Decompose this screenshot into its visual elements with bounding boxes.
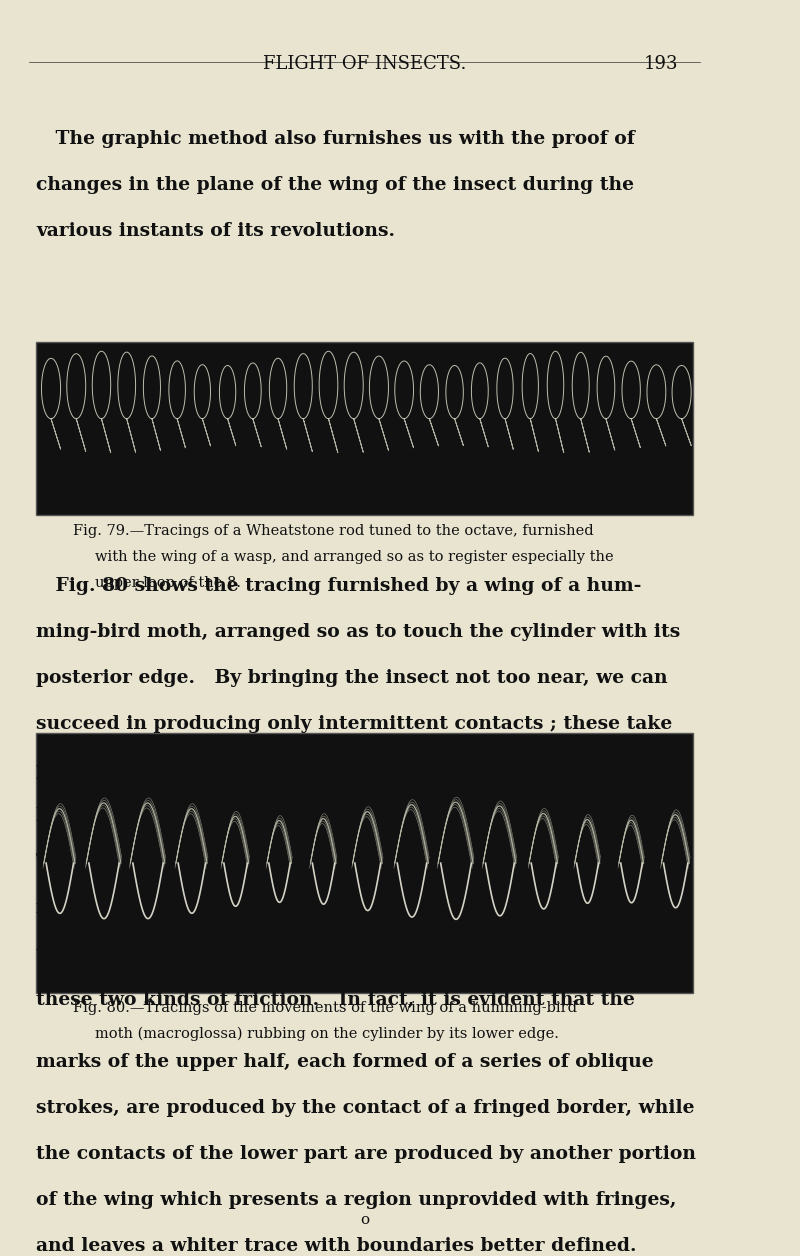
Text: Fig. 80.—Tracings of the movements of the wing of a humming-bird: Fig. 80.—Tracings of the movements of th… — [73, 1001, 577, 1015]
Text: that it is not the same surface of the wing which produces: that it is not the same surface of the w… — [37, 945, 648, 963]
Text: The contacts which occupy the upper half of the figure alter-: The contacts which occupy the upper half… — [37, 853, 677, 872]
Text: The graphic method also furnishes us with the proof of: The graphic method also furnishes us wit… — [37, 131, 635, 148]
Text: o: o — [360, 1213, 369, 1227]
Text: place at the moment when the wing describes that part of the: place at the moment when the wing descri… — [37, 761, 685, 779]
Text: changes in the plane of the wing of the insect during the: changes in the plane of the wing of the … — [37, 176, 634, 195]
Text: moth (macroglossa) rubbing on the cylinder by its lower edge.: moth (macroglossa) rubbing on the cylind… — [94, 1027, 558, 1041]
Text: posterior edge.   By bringing the insect not too near, we can: posterior edge. By bringing the insect n… — [37, 669, 668, 687]
Text: strokes, are produced by the contact of a fringed border, while: strokes, are produced by the contact of … — [37, 1099, 695, 1117]
Text: of the wing which presents a region unprovided with fringes,: of the wing which presents a region unpr… — [37, 1191, 677, 1210]
FancyBboxPatch shape — [37, 732, 693, 993]
FancyBboxPatch shape — [37, 342, 693, 515]
Text: Fig. 79.—Tracings of a Wheatstone rod tuned to the octave, furnished: Fig. 79.—Tracings of a Wheatstone rod tu… — [73, 524, 594, 538]
Text: nate with those occupying the lower half.   It is seen, besides,: nate with those occupying the lower half… — [37, 899, 683, 917]
Text: various instants of its revolutions.: various instants of its revolutions. — [37, 222, 395, 240]
Text: and leaves a whiter trace with boundaries better defined.: and leaves a whiter trace with boundarie… — [37, 1237, 637, 1255]
Text: succeed in producing only intermittent contacts ; these take: succeed in producing only intermittent c… — [37, 716, 673, 734]
Text: loops of the 8 whose convexity is tangential to the cylinder.: loops of the 8 whose convexity is tangen… — [37, 808, 659, 825]
Text: 193: 193 — [643, 55, 678, 73]
Text: upper loop of the 8.: upper loop of the 8. — [94, 577, 241, 590]
Text: these two kinds of friction.   In fact, it is evident that the: these two kinds of friction. In fact, it… — [37, 991, 635, 1009]
Text: marks of the upper half, each formed of a series of oblique: marks of the upper half, each formed of … — [37, 1053, 654, 1071]
Text: FLIGHT OF INSECTS.: FLIGHT OF INSECTS. — [263, 55, 466, 73]
Text: the contacts of the lower part are produced by another portion: the contacts of the lower part are produ… — [37, 1145, 697, 1163]
Text: with the wing of a wasp, and arranged so as to register especially the: with the wing of a wasp, and arranged so… — [94, 550, 614, 564]
Text: Fig. 80 shows the tracing furnished by a wing of a hum-: Fig. 80 shows the tracing furnished by a… — [37, 578, 642, 595]
Text: ming-bird moth, arranged so as to touch the cylinder with its: ming-bird moth, arranged so as to touch … — [37, 623, 681, 642]
